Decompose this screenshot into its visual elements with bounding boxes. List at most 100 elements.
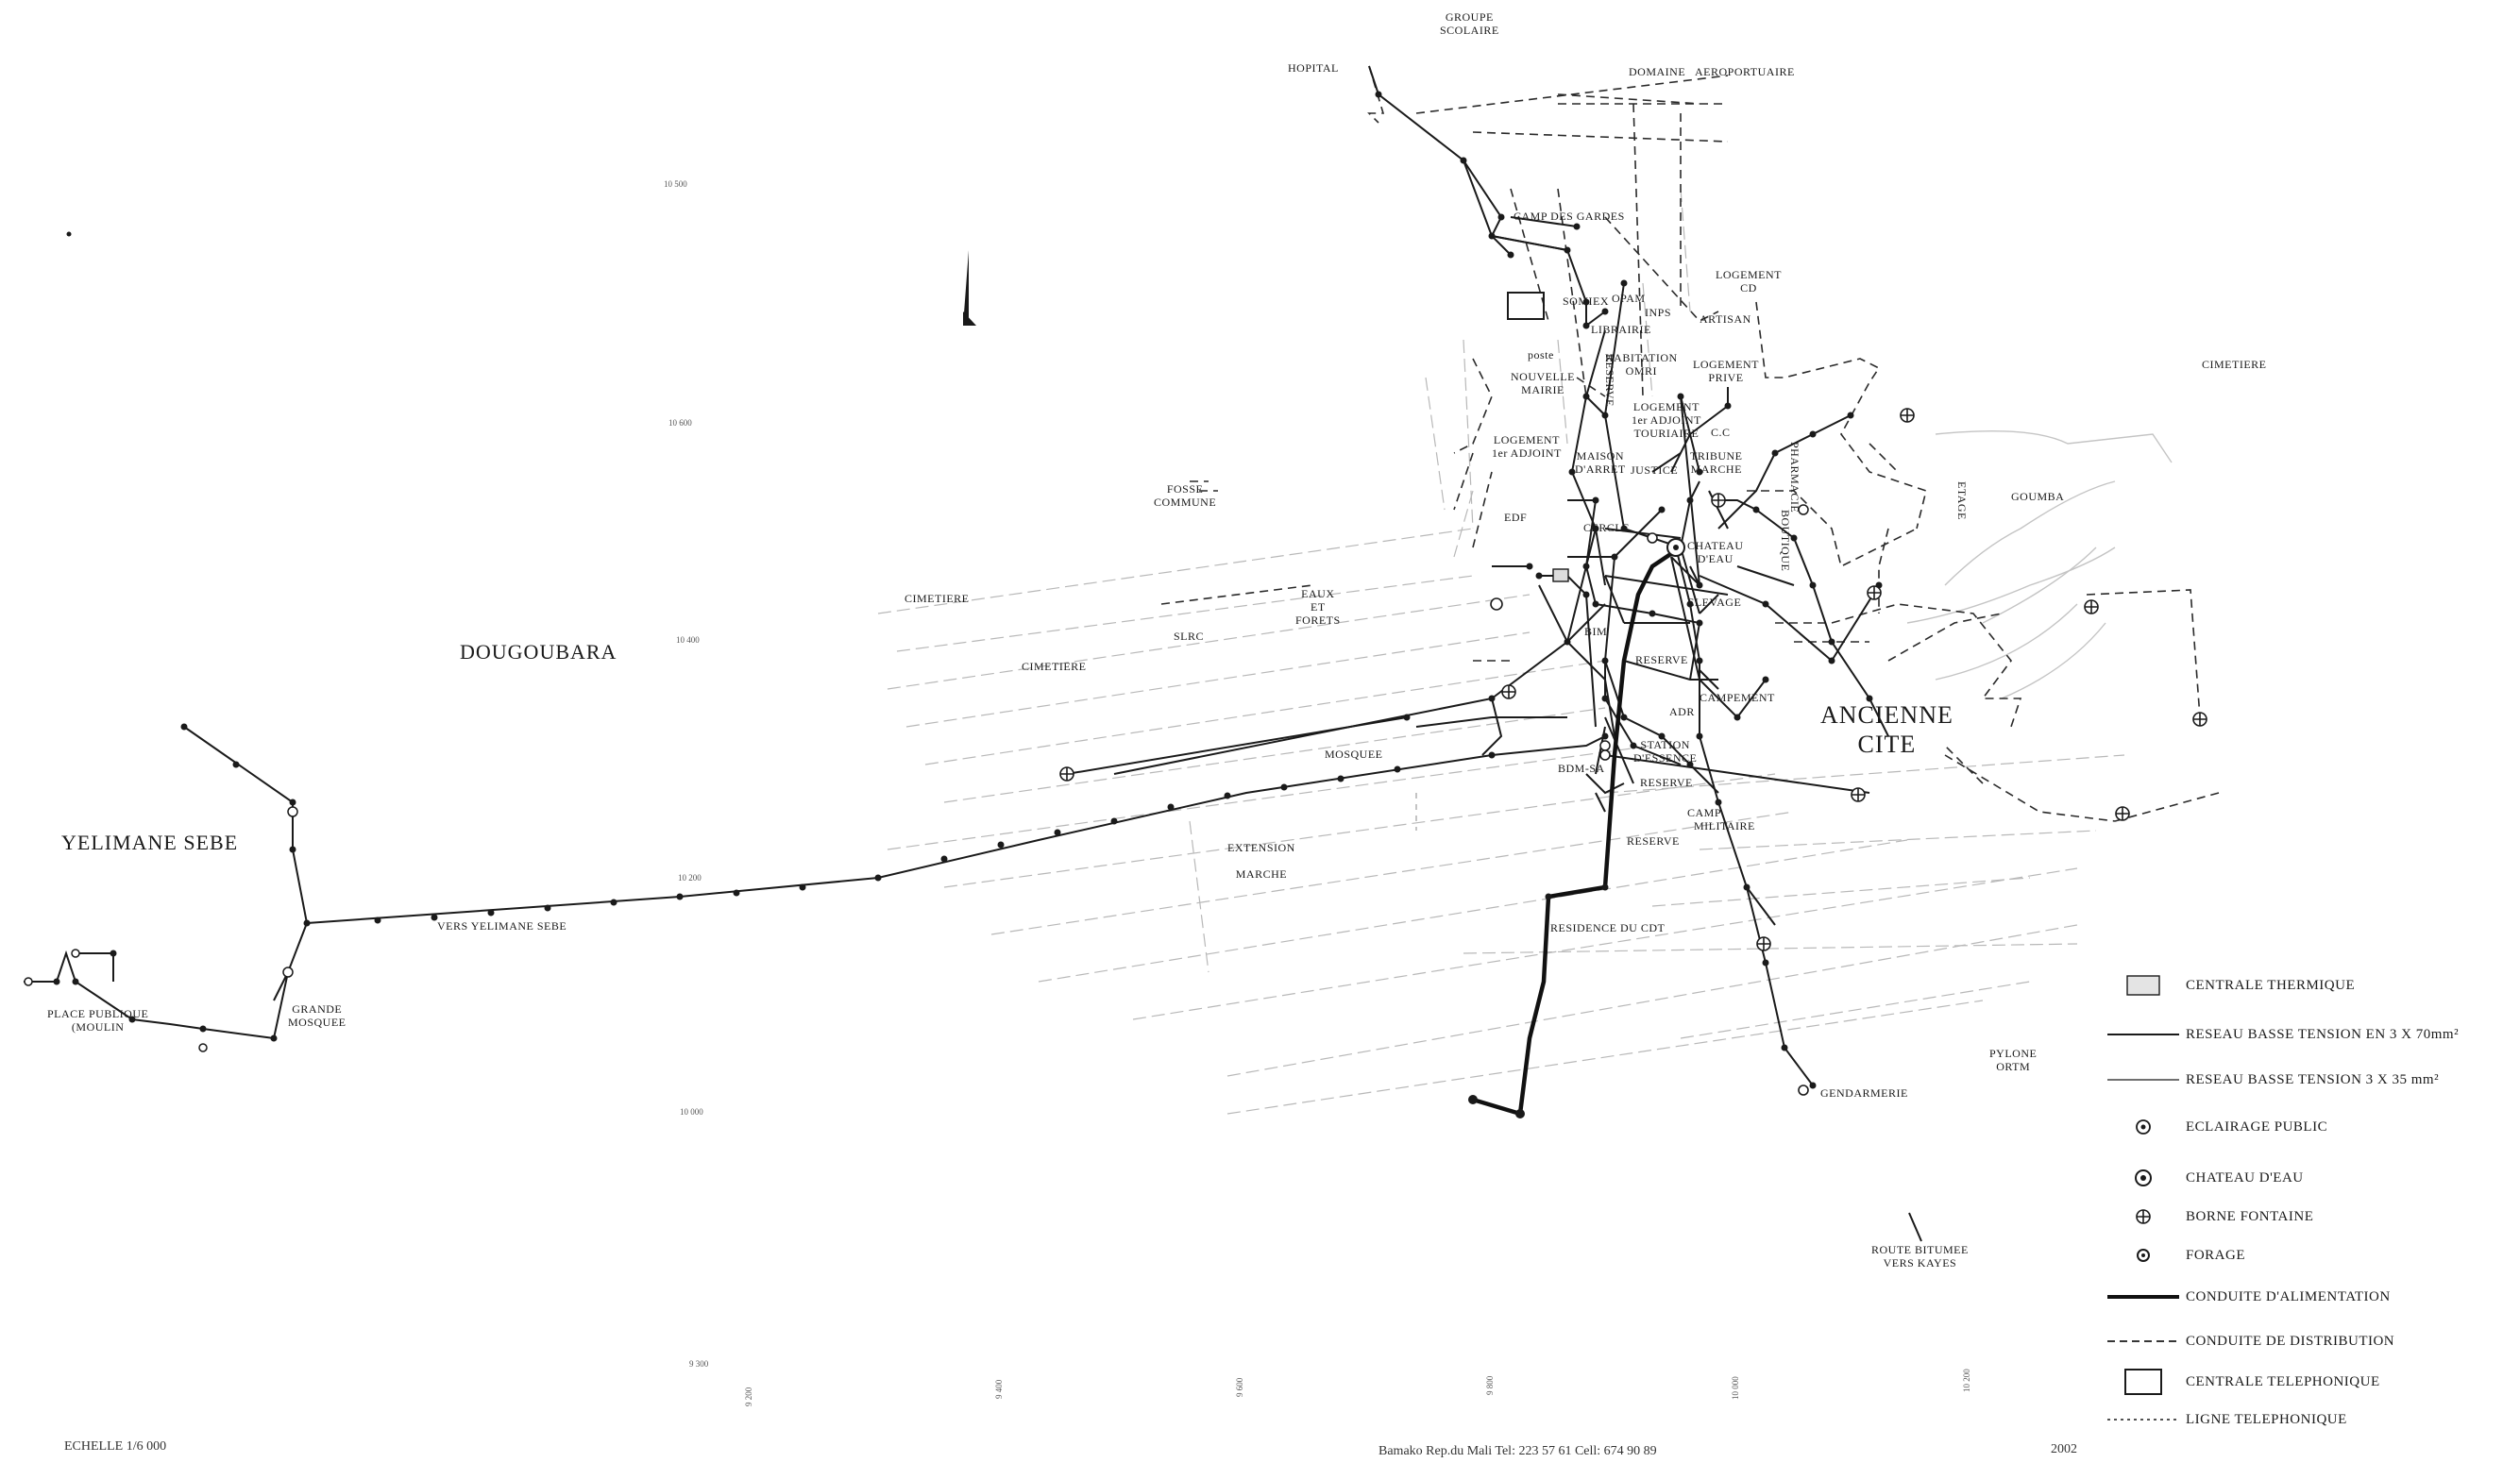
grid-e-9800: 9 800: [1485, 1375, 1495, 1395]
credits-label: Bamako Rep.du Mali Tel: 223 57 61 Cell: …: [1378, 1444, 1657, 1458]
label-opam: OPAM: [1612, 292, 1646, 305]
distribution-lines: [1160, 65, 2220, 822]
legend-label: CONDUITE D'ALIMENTATION: [2186, 1288, 2391, 1304]
label-chateau-deau: CHATEAU D'EAU: [1687, 539, 1744, 565]
label-boutique: BOUTIQUE: [1779, 510, 1792, 572]
legend-row: CENTRALE THERMIQUE: [2101, 972, 2355, 999]
label-artisan: ARTISAN: [1700, 312, 1751, 326]
label-poste: poste: [1528, 348, 1554, 362]
grid-n-10600: 10 600: [668, 418, 692, 428]
legend-row: BORNE FONTAINE: [2101, 1203, 2313, 1230]
label-reserve-3: RESERVE: [1627, 834, 1680, 848]
label-eaux-et-forets: EAUX ET FORETS: [1295, 587, 1341, 627]
route-arrow-icon: [1908, 1212, 1922, 1242]
label-camp-des-gardes: CAMP DES GARDES: [1514, 210, 1625, 223]
grid-n-10400: 10 400: [676, 635, 700, 645]
north-arrow-icon: [963, 250, 976, 326]
label-pharmacie: PHARMACIE: [1788, 442, 1801, 513]
legend-label: CENTRALE TELEPHONIQUE: [2186, 1373, 2380, 1389]
label-gendarmerie: GENDARMERIE: [1820, 1086, 1908, 1100]
legend-row: RESEAU BASSE TENSION EN 3 X 70mm²: [2101, 1021, 2459, 1048]
grid-n-10500: 10 500: [664, 179, 687, 189]
grid-e-9400: 9 400: [994, 1379, 1004, 1399]
label-logement-1er-adjoint-touriaire: LOGEMENT 1er ADJOINT TOURIAIRE: [1632, 400, 1701, 440]
label-vers-yelimane-sebe: VERS YELIMANE SEBE: [437, 919, 567, 933]
label-justice: JUSTICE: [1631, 463, 1679, 477]
legend-row: ECLAIRAGE PUBLIC: [2101, 1114, 2327, 1140]
legend-label: ECLAIRAGE PUBLIC: [2186, 1118, 2328, 1135]
parcel-lines: [877, 188, 2125, 1115]
label-cimetiere-2: CIMETIERE: [1022, 660, 1087, 673]
distribution-icon: [2101, 1328, 2186, 1354]
grid-e-10200: 10 200: [1962, 1369, 1971, 1392]
label-logement-1er-adjoint: LOGEMENT 1er ADJOINT: [1492, 433, 1562, 460]
line-70-icon: [2101, 1021, 2186, 1048]
year-label: 2002: [2051, 1442, 2077, 1456]
label-logement-cd: LOGEMENT CD: [1716, 268, 1782, 294]
label-goumba: GOUMBA: [2011, 490, 2065, 503]
legend-label: LIGNE TELEPHONIQUE: [2186, 1411, 2347, 1427]
label-cimetiere-1: CIMETIERE: [905, 592, 970, 605]
label-cimetiere-3: CIMETIERE: [2202, 358, 2267, 371]
label-campement: CAMPEMENT: [1700, 691, 1775, 704]
forage-icon: [2101, 1242, 2186, 1269]
eclairage-markers: [24, 504, 1809, 1052]
ligne-tel-icon: [2101, 1406, 2186, 1433]
alimentation-icon: [2101, 1284, 2186, 1310]
label-station-essence: STATION D'ESSENCE: [1633, 738, 1698, 765]
label-route-bitumee: ROUTE BITUMEE VERS KAYES: [1871, 1243, 1969, 1270]
label-somiex: SOMIEX: [1563, 294, 1610, 308]
label-reserve-vertical: RESERVE: [1603, 354, 1616, 407]
legend-label: RESEAU BASSE TENSION EN 3 X 70mm²: [2186, 1026, 2460, 1042]
label-logement-prive: LOGEMENT PRIVE: [1693, 358, 1759, 384]
label-elevage: ELEVAGE: [1687, 596, 1742, 609]
legend-row: CHATEAU D'EAU: [2101, 1165, 2304, 1191]
feeder-west: [24, 726, 1606, 1040]
chateau-icon: [2101, 1165, 2186, 1191]
grid-e-9200: 9 200: [744, 1387, 753, 1406]
faint-curves: [1906, 429, 2173, 699]
label-yelimane-sebe: YELIMANE SEBE: [61, 831, 239, 854]
legend-label: FORAGE: [2186, 1247, 2246, 1263]
label-edf: EDF: [1504, 511, 1528, 524]
legend-label: BORNE FONTAINE: [2186, 1208, 2314, 1224]
network-nodes: [53, 91, 1883, 1118]
label-nouvelle-mairie: NOUVELLE MAIRIE: [1511, 370, 1575, 396]
label-cercle: CERCLE: [1583, 521, 1631, 534]
label-extension-marche: EXTENSION MARCHE: [1227, 841, 1295, 881]
label-tribune-marche: TRIBUNE MARCHE: [1690, 449, 1743, 476]
label-reserve-2: RESERVE: [1640, 776, 1693, 789]
centrale-telephonique-marker: [1507, 292, 1545, 320]
legend-row: RESEAU BASSE TENSION 3 X 35 mm²: [2101, 1067, 2439, 1093]
borne-fontaine-markers: [1059, 408, 2207, 951]
label-slrc: SLRC: [1174, 630, 1205, 643]
label-bdm-sa: BDM-SA: [1558, 762, 1605, 775]
label-maison-darret: MAISON D'ARRET: [1575, 449, 1626, 476]
label-fosse-commune: FOSSE COMMUNE: [1154, 482, 1217, 509]
label-etage: ETAGE: [1955, 481, 1969, 520]
label-inps: INPS: [1645, 306, 1672, 319]
low-voltage-network: [1066, 65, 1889, 1086]
legend-label: RESEAU BASSE TENSION 3 X 35 mm²: [2186, 1071, 2440, 1087]
eclairage-icon: [2101, 1114, 2186, 1140]
label-groupe-scolaire: GROUPE SCOLAIRE: [1440, 10, 1499, 37]
telephonique-icon: [2101, 1369, 2186, 1395]
grid-n-10000: 10 000: [680, 1107, 703, 1117]
legend-label: CENTRALE THERMIQUE: [2186, 977, 2356, 993]
legend: CENTRALE THERMIQUE RESEAU BASSE TENSION …: [2101, 972, 2516, 1444]
label-residence-du-cdt: RESIDENCE DU CDT: [1550, 921, 1666, 934]
grid-n-10200: 10 200: [678, 873, 702, 883]
grid-e-9300: 9 300: [689, 1359, 709, 1369]
centrale-thermique-icon: [2101, 972, 2186, 999]
label-domaine-aeroportuaire: DOMAINE AEROPORTUAIRE: [1629, 65, 1795, 78]
line-35-icon: [2101, 1067, 2186, 1093]
legend-label: CHATEAU D'EAU: [2186, 1169, 2304, 1186]
label-librairie: LIBRAIRIE: [1591, 323, 1651, 336]
label-habitation-omri: HABITATION OMRI: [1605, 351, 1678, 378]
chateau-deau-marker: [1666, 538, 1685, 557]
legend-row: CONDUITE DE DISTRIBUTION: [2101, 1328, 2394, 1354]
legend-row: LIGNE TELEPHONIQUE: [2101, 1406, 2347, 1433]
label-cc: C.C: [1711, 426, 1731, 439]
legend-row: FORAGE: [2101, 1242, 2245, 1269]
